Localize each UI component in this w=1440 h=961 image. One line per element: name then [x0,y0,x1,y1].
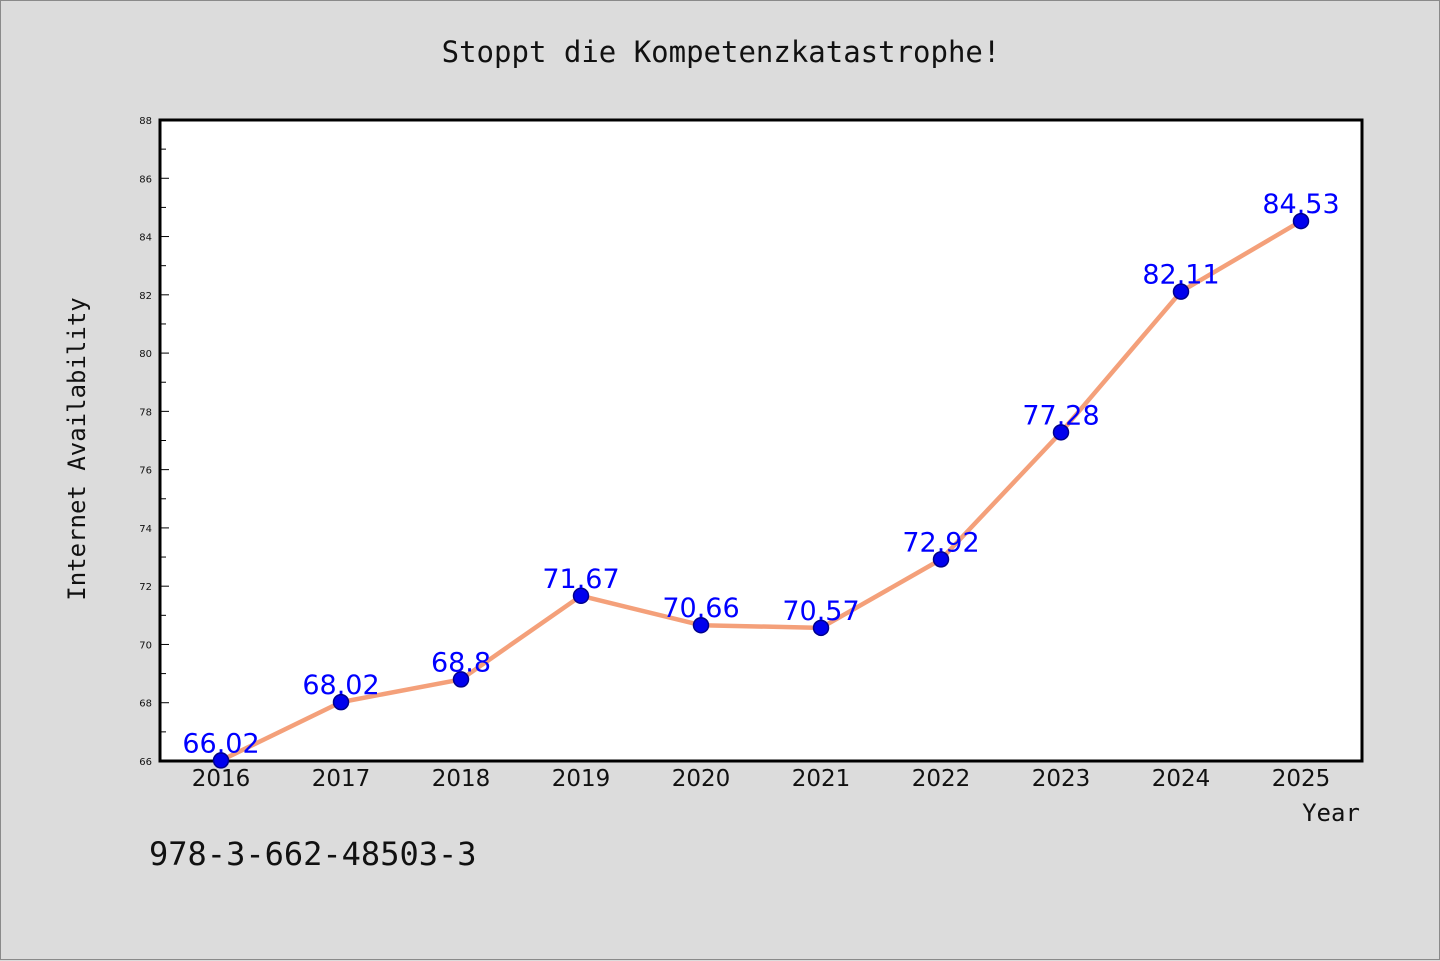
x-tick-label: 2025 [1272,766,1331,792]
y-axis-label: Internet Availability [63,297,91,600]
x-tick-label: 2024 [1152,766,1211,792]
data-point [212,752,230,769]
x-tick-label: 2021 [792,766,851,792]
y-tick-label: 74 [139,524,152,535]
y-tick-label: 84 [139,233,152,244]
y-tick-label: 70 [139,640,152,651]
data-label: 71.67 [542,564,619,595]
x-tick-label: 2018 [432,766,491,792]
data-point [332,693,350,711]
data-label: 70.66 [662,593,739,624]
data-label: 68.8 [431,647,491,678]
series-layer [212,212,1310,769]
isbn-text: 978-3-662-48503-3 [149,835,477,873]
y-tick-label: 88 [139,116,152,127]
x-tick-label: 2019 [552,766,611,792]
x-axis: 2016 2017 2018 2019 2020 2021 2022 2023 2024 2025 [192,766,1331,792]
x-tick-label: 2020 [672,766,731,792]
data-point [1172,283,1190,300]
series-line [218,218,1304,763]
data-label: 84.53 [1262,189,1339,220]
data-label: 70.57 [782,596,859,627]
data-labels: 66.02 68.02 68.8 71.67 70.66 70.57 72.92 77.28 8… [182,189,1339,759]
x-axis-label: Year [1302,799,1360,827]
data-point [692,616,710,634]
data-label: 72.92 [902,527,979,558]
y-axis: 66 68 70 72 74 76 78 80 82 84 86 88 [139,116,169,768]
data-label: 66.02 [182,728,259,759]
data-point [452,671,470,688]
y-tick-label: 80 [139,349,152,360]
chart-title: Stoppt die Kompetenzkatastrophe! [441,35,1001,69]
y-tick-label: 86 [139,174,152,185]
data-point [1292,212,1310,230]
data-point [932,551,950,568]
data-label: 77.28 [1022,400,1099,431]
x-tick-label: 2022 [912,766,971,792]
y-tick-label: 76 [139,466,152,477]
y-tick-label: 72 [139,582,152,593]
y-tick-label: 82 [139,291,152,302]
y-tick-label: 66 [139,757,152,768]
data-point [812,619,830,637]
data-label: 82.11 [1142,260,1219,291]
plot-area [158,118,1364,763]
data-label: 68.02 [302,670,379,701]
x-tick-label: 2016 [192,766,251,792]
data-point [572,587,590,605]
x-tick-label: 2017 [312,766,371,792]
y-tick-label: 78 [139,407,152,418]
x-tick-label: 2023 [1032,766,1091,792]
data-point [1052,424,1070,441]
y-tick-label: 68 [139,699,152,710]
